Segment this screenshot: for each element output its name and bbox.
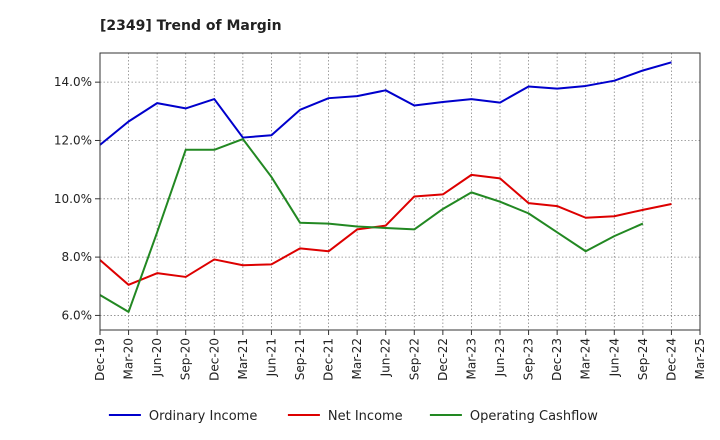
x-tick-label: Sep-22 xyxy=(407,338,421,380)
legend-label-net-income: Net Income xyxy=(328,409,403,424)
y-tick-label: 6.0% xyxy=(62,308,93,322)
y-tick-label: 14.0% xyxy=(54,75,92,89)
legend-label-ordinary-income: Ordinary Income xyxy=(149,409,257,424)
y-tick-label: 12.0% xyxy=(54,133,92,147)
x-tick-label: Jun-22 xyxy=(379,338,393,377)
x-tick-label: Sep-20 xyxy=(179,338,193,380)
legend: Ordinary Income Net Income Operating Cashf… xyxy=(108,409,598,424)
y-tick-label: 8.0% xyxy=(62,250,93,264)
x-tick-label: Dec-24 xyxy=(664,338,678,381)
x-tick-label: Jun-20 xyxy=(150,338,164,377)
x-tick-label: Mar-23 xyxy=(464,338,478,379)
x-tick-label: Dec-22 xyxy=(436,338,450,381)
x-tick-label: Sep-24 xyxy=(636,338,650,380)
x-tick-label: Sep-23 xyxy=(522,338,536,380)
x-tick-label: Sep-21 xyxy=(293,338,307,380)
x-tick-label: Dec-23 xyxy=(550,338,564,381)
x-tick-label: Mar-25 xyxy=(693,338,707,379)
series-layer xyxy=(99,61,672,313)
plot-frame xyxy=(99,52,701,331)
x-tick-label: Jun-24 xyxy=(607,338,621,377)
series-line-net-income xyxy=(99,173,672,286)
grid-layer xyxy=(100,53,700,330)
y-tick-label: 10.0% xyxy=(54,192,92,206)
x-tick-label: Mar-24 xyxy=(579,338,593,379)
legend-label-operating-cashflow: Operating Cashflow xyxy=(470,409,598,424)
x-tick-label: Jun-21 xyxy=(264,338,278,377)
x-tick-label: Mar-22 xyxy=(350,338,364,379)
x-tick-label: Dec-19 xyxy=(93,338,107,381)
x-tick-label: Mar-21 xyxy=(236,338,250,379)
x-tick-label: Dec-21 xyxy=(322,338,336,381)
chart-title: [2349] Trend of Margin xyxy=(100,18,282,34)
x-axis: Dec-19 Mar-20 Jun-20 Sep-20 Dec-20 Mar-21 Jun-… xyxy=(93,330,707,381)
series-line-ordinary-income xyxy=(99,61,672,146)
x-tick-label: Mar-20 xyxy=(122,338,136,379)
x-tick-label: Dec-20 xyxy=(207,338,221,381)
x-tick-label: Jun-23 xyxy=(493,338,507,377)
series-line-operating-cashflow xyxy=(99,138,644,313)
y-axis: 6.0% 8.0% 10.0% 12.0% 14.0% xyxy=(54,75,100,322)
